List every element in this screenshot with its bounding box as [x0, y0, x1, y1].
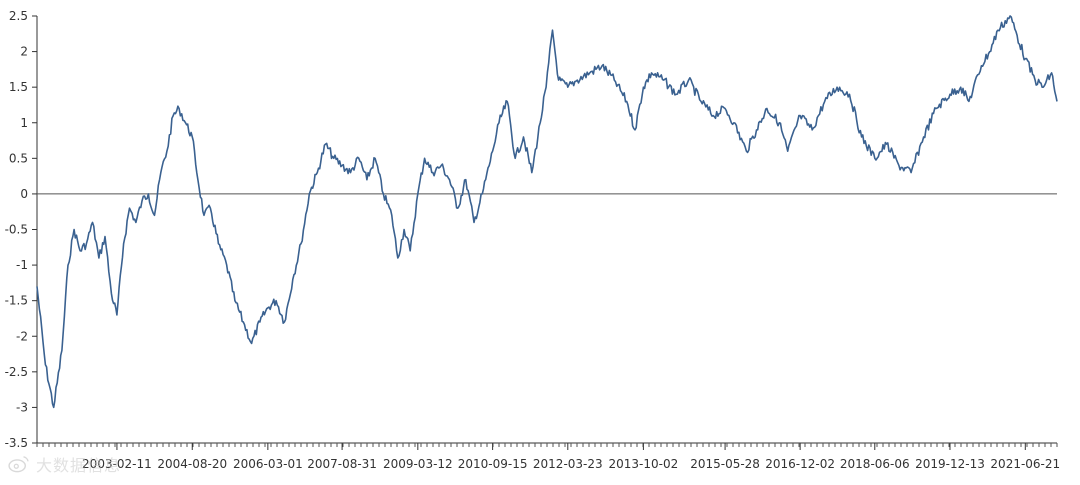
watermark: 大数据信息 — [8, 452, 148, 476]
y-tick-label: -1 — [16, 258, 28, 272]
x-tick-label: 2012-03-23 — [533, 457, 603, 471]
y-tick-label: 0.5 — [9, 151, 28, 165]
x-tick-label: 2004-08-20 — [157, 457, 227, 471]
weibo-logo-icon — [8, 456, 29, 473]
y-tick-label: -1.5 — [5, 294, 28, 308]
x-tick-label: 2010-09-15 — [458, 457, 528, 471]
y-axis: -3.5 -3 -2.5 -2 -1.5 -1 -0.5 0 0.5 1 1.5 2 2.5 — [5, 9, 38, 450]
x-tick-label: 2018-06-06 — [840, 457, 910, 471]
y-tick-label: 2 — [20, 45, 28, 59]
series-line — [36, 15, 1058, 409]
x-tick-label: 2003-02-11 — [82, 457, 152, 471]
watermark-text: 大数据信息 — [36, 456, 122, 475]
y-tick-label: 1.5 — [9, 80, 28, 94]
y-tick-label: 0 — [20, 187, 28, 201]
x-axis: 2003-02-11 2004-08-20 2006-03-01 2007-08-31… — [36, 442, 1060, 471]
x-tick-label: 2015-05-28 — [690, 457, 760, 471]
y-tick-label: -3.5 — [5, 436, 28, 450]
y-tick-label: 2.5 — [9, 9, 28, 23]
x-tick-label: 2006-03-01 — [233, 457, 303, 471]
x-tick-label: 2007-08-31 — [307, 457, 377, 471]
y-tick-label: -3 — [16, 400, 28, 414]
y-tick-label: -0.5 — [5, 223, 28, 237]
x-tick-label: 2019-12-13 — [915, 457, 985, 471]
x-tick-label: 2016-12-02 — [765, 457, 835, 471]
y-tick-label: -2.5 — [5, 365, 28, 379]
y-tick-label: -2 — [16, 329, 28, 343]
y-tick-label: 1 — [20, 116, 28, 130]
x-tick-label: 2013-10-02 — [609, 457, 679, 471]
x-tick-label: 2021-06-21 — [990, 457, 1060, 471]
x-tick-label: 2009-03-12 — [383, 457, 453, 471]
